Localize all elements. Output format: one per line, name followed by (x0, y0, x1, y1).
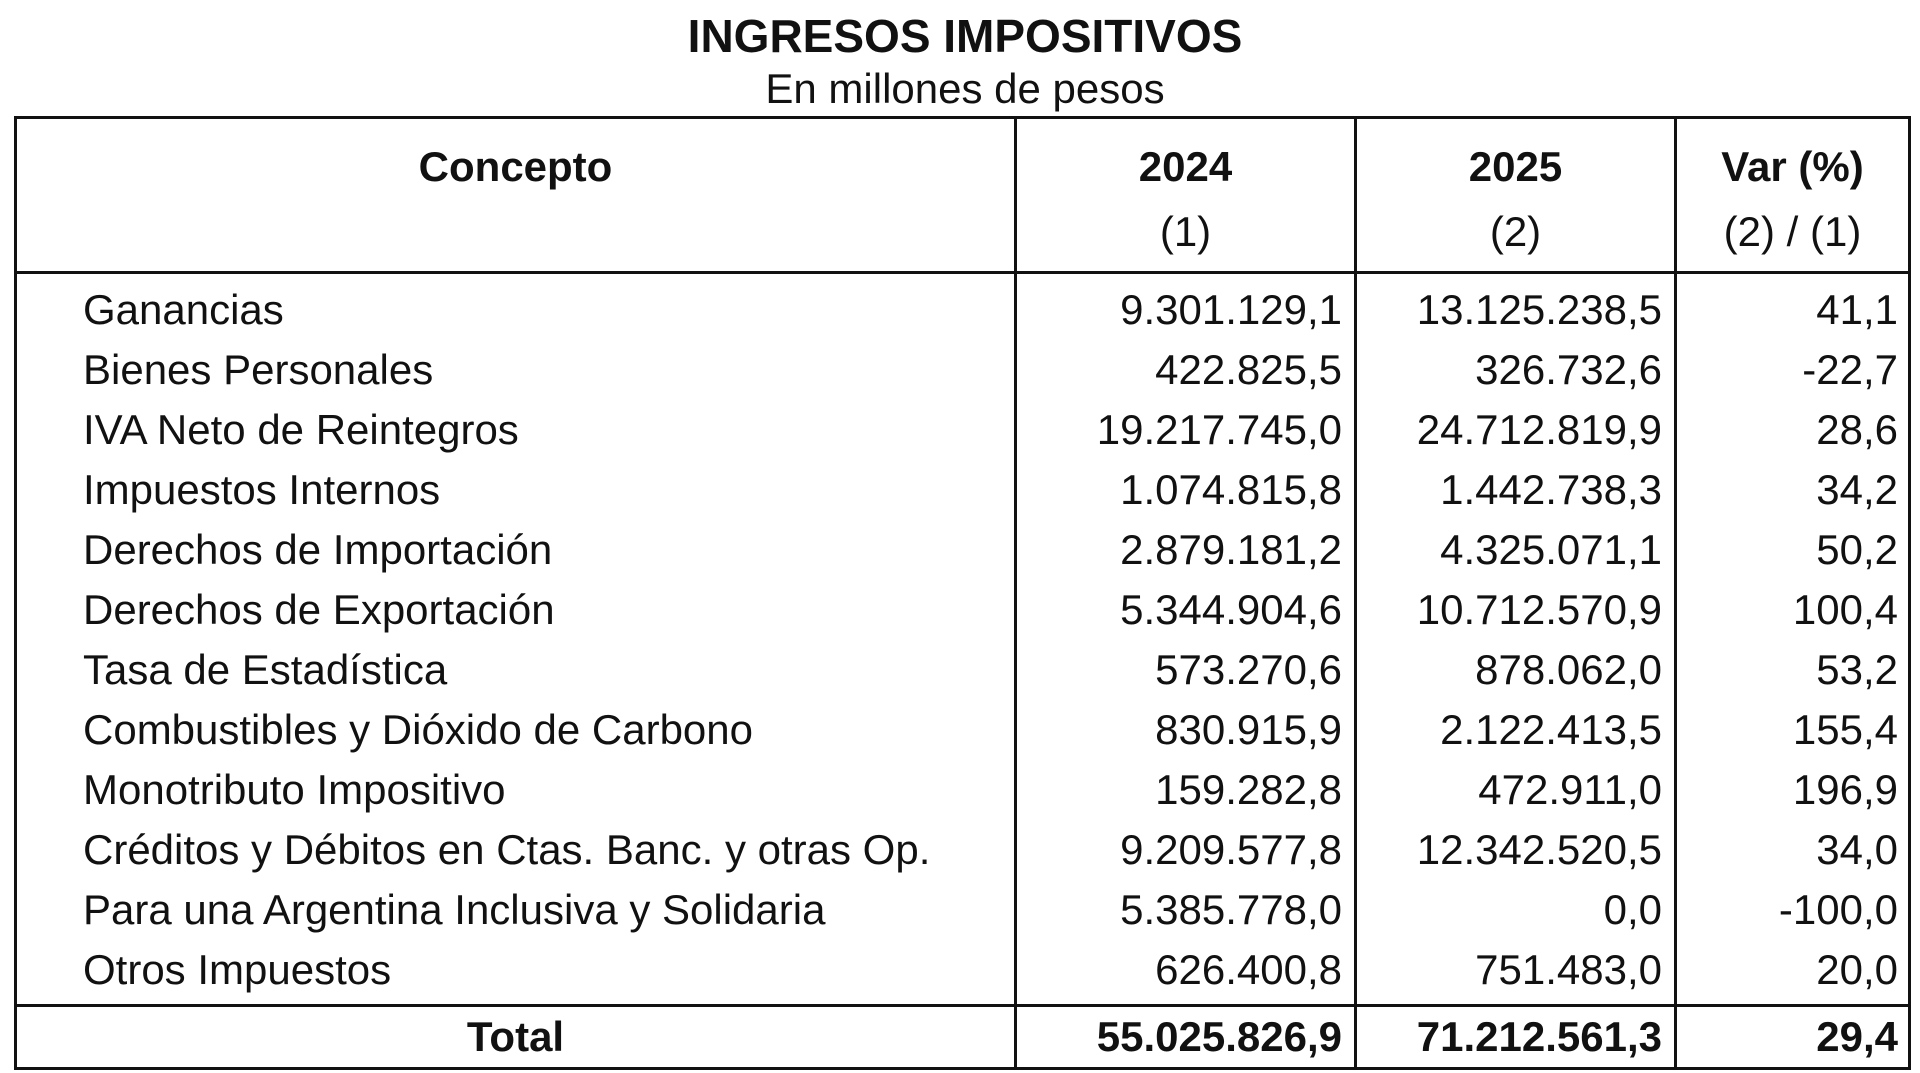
row-2024: 573.270,6 (1014, 640, 1357, 700)
row-2025: 1.442.738,3 (1354, 460, 1677, 520)
row-concepto: Monotributo Impositivo (14, 760, 1017, 820)
row-var: 196,9 (1674, 760, 1911, 820)
table-row: Impuestos Internos 1.074.815,8 1.442.738… (14, 460, 1911, 520)
total-var: 29,4 (1674, 1004, 1911, 1070)
row-var: -100,0 (1674, 880, 1911, 940)
row-concepto: Ganancias (14, 272, 1017, 340)
row-concepto: Impuestos Internos (14, 460, 1017, 520)
row-concepto: Tasa de Estadística (14, 640, 1017, 700)
header-sub-2025: (2) (1354, 193, 1677, 274)
row-2025: 326.732,6 (1354, 340, 1677, 400)
table-row: Bienes Personales 422.825,5 326.732,6 -2… (14, 340, 1911, 400)
row-2024: 9.209.577,8 (1014, 820, 1357, 880)
row-var: 34,0 (1674, 820, 1911, 880)
row-2025: 24.712.819,9 (1354, 400, 1677, 460)
header-2025: 2025 (1354, 116, 1677, 193)
row-2024: 19.217.745,0 (1014, 400, 1357, 460)
header-concepto: Concepto (14, 116, 1017, 193)
table-row: Combustibles y Dióxido de Carbono 830.91… (14, 700, 1911, 760)
row-2025: 751.483,0 (1354, 940, 1677, 1006)
total-row: Total 55.025.826,9 71.212.561,3 29,4 (14, 1004, 1911, 1070)
table-row: Tasa de Estadística 573.270,6 878.062,0 … (14, 640, 1911, 700)
total-label: Total (14, 1004, 1017, 1070)
table-row: Otros Impuestos 626.400,8 751.483,0 20,0 (14, 940, 1911, 1006)
row-2025: 0,0 (1354, 880, 1677, 940)
row-2024: 626.400,8 (1014, 940, 1357, 1006)
table-footer: Total 55.025.826,9 71.212.561,3 29,4 (14, 1004, 1911, 1070)
header-var: Var (%) (1674, 116, 1911, 193)
table-body: Ganancias 9.301.129,1 13.125.238,5 41,1 … (14, 272, 1911, 1006)
table-row: Monotributo Impositivo 159.282,8 472.911… (14, 760, 1911, 820)
row-2025: 13.125.238,5 (1354, 272, 1677, 340)
table-row: IVA Neto de Reintegros 19.217.745,0 24.7… (14, 400, 1911, 460)
row-var: 20,0 (1674, 940, 1911, 1006)
row-var: 53,2 (1674, 640, 1911, 700)
row-2024: 9.301.129,1 (1014, 272, 1357, 340)
row-concepto: Derechos de Exportación (14, 580, 1017, 640)
tax-revenue-table: Concepto 2024 2025 Var (%) (1) (2) (2) /… (14, 116, 1911, 1070)
row-var: 34,2 (1674, 460, 1911, 520)
table-row: Para una Argentina Inclusiva y Solidaria… (14, 880, 1911, 940)
table-row: Derechos de Importación 2.879.181,2 4.32… (14, 520, 1911, 580)
row-concepto: Combustibles y Dióxido de Carbono (14, 700, 1017, 760)
row-concepto: Derechos de Importación (14, 520, 1017, 580)
row-2024: 1.074.815,8 (1014, 460, 1357, 520)
row-2025: 878.062,0 (1354, 640, 1677, 700)
row-2024: 5.385.778,0 (1014, 880, 1357, 940)
row-2024: 5.344.904,6 (1014, 580, 1357, 640)
row-concepto: Créditos y Débitos en Ctas. Banc. y otra… (14, 820, 1017, 880)
total-2024: 55.025.826,9 (1014, 1004, 1357, 1070)
row-2024: 830.915,9 (1014, 700, 1357, 760)
table-row: Ganancias 9.301.129,1 13.125.238,5 41,1 (14, 272, 1911, 340)
header-sub-var: (2) / (1) (1674, 193, 1911, 274)
row-var: 41,1 (1674, 272, 1911, 340)
row-2024: 422.825,5 (1014, 340, 1357, 400)
row-2025: 472.911,0 (1354, 760, 1677, 820)
table-row: Derechos de Exportación 5.344.904,6 10.7… (14, 580, 1911, 640)
row-var: -22,7 (1674, 340, 1911, 400)
table-row: Créditos y Débitos en Ctas. Banc. y otra… (14, 820, 1911, 880)
row-2024: 159.282,8 (1014, 760, 1357, 820)
total-2025: 71.212.561,3 (1354, 1004, 1677, 1070)
header-sub-concepto (14, 193, 1017, 274)
row-2025: 4.325.071,1 (1354, 520, 1677, 580)
row-2025: 12.342.520,5 (1354, 820, 1677, 880)
row-2025: 2.122.413,5 (1354, 700, 1677, 760)
row-2024: 2.879.181,2 (1014, 520, 1357, 580)
row-var: 155,4 (1674, 700, 1911, 760)
row-concepto: Otros Impuestos (14, 940, 1017, 1006)
row-concepto: Para una Argentina Inclusiva y Solidaria (14, 880, 1017, 940)
header-sub-2024: (1) (1014, 193, 1357, 274)
header-2024: 2024 (1014, 116, 1357, 193)
row-concepto: IVA Neto de Reintegros (14, 400, 1017, 460)
row-concepto: Bienes Personales (14, 340, 1017, 400)
table-title: INGRESOS IMPOSITIVOS (687, 10, 1243, 62)
row-var: 100,4 (1674, 580, 1911, 640)
header-subrow: (1) (2) (2) / (1) (14, 193, 1911, 274)
row-var: 50,2 (1674, 520, 1911, 580)
header-row: Concepto 2024 2025 Var (%) (14, 116, 1911, 193)
table-header: Concepto 2024 2025 Var (%) (1) (2) (2) /… (14, 116, 1911, 274)
row-2025: 10.712.570,9 (1354, 580, 1677, 640)
row-var: 28,6 (1674, 400, 1911, 460)
table-subtitle: En millones de pesos (765, 65, 1165, 112)
